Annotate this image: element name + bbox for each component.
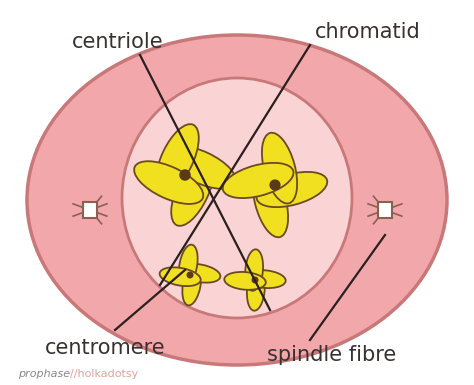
FancyBboxPatch shape [83,202,97,218]
Text: centromere: centromere [45,338,165,358]
Ellipse shape [134,161,203,204]
Ellipse shape [262,133,297,204]
Ellipse shape [224,272,266,290]
Ellipse shape [179,264,220,283]
Ellipse shape [27,35,447,365]
Ellipse shape [253,166,288,237]
Circle shape [187,272,193,278]
Ellipse shape [245,249,263,291]
Ellipse shape [182,264,201,305]
Ellipse shape [223,163,293,198]
Ellipse shape [171,157,214,226]
Ellipse shape [167,146,236,189]
Text: chromatid: chromatid [315,22,421,42]
Circle shape [270,180,280,190]
Text: prophase: prophase [18,369,70,379]
Ellipse shape [179,244,198,286]
Circle shape [180,170,190,180]
Ellipse shape [244,270,286,288]
FancyBboxPatch shape [378,202,392,218]
Text: centriole: centriole [72,32,164,52]
Text: spindle fibre: spindle fibre [267,345,397,365]
Ellipse shape [122,78,352,318]
Ellipse shape [156,124,199,193]
Text: //holkadotsy: //holkadotsy [70,369,138,379]
Ellipse shape [247,269,265,311]
Ellipse shape [256,172,327,207]
Ellipse shape [160,267,201,286]
Circle shape [252,277,258,283]
